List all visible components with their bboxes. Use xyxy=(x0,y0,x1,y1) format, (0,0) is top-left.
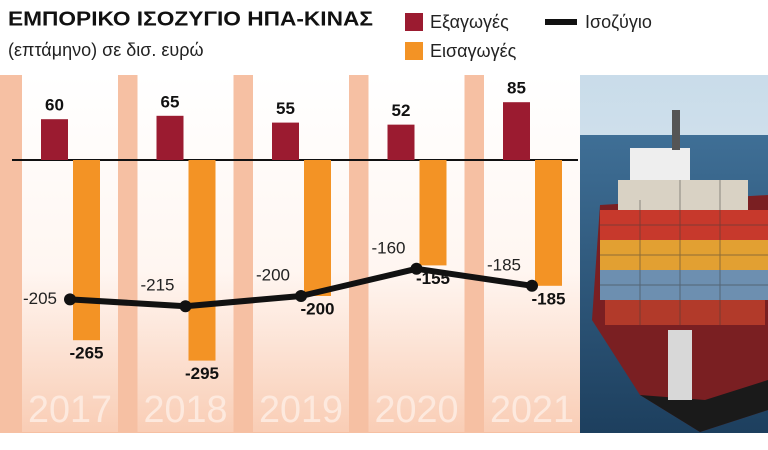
value-label: -205 xyxy=(23,289,57,308)
bar xyxy=(503,102,530,160)
value-label: -295 xyxy=(185,364,219,383)
bar xyxy=(419,160,447,266)
bar xyxy=(73,160,100,341)
chart-title: ΕΜΠΟΡΙΚΟ ΙΣΟΖΥΓΙΟ ΗΠΑ-ΚΙΝΑΣ xyxy=(8,8,373,30)
bar xyxy=(387,124,415,160)
legend-label: Εισαγωγές xyxy=(430,41,517,61)
year-panel xyxy=(137,75,234,432)
year-panel xyxy=(22,75,118,432)
x-tick-label: 2018 xyxy=(144,389,228,431)
value-label: -185 xyxy=(487,255,521,274)
balance-point xyxy=(64,293,76,306)
year-panel xyxy=(253,75,349,432)
value-label: 65 xyxy=(161,92,180,111)
year-panel xyxy=(368,75,465,432)
bar xyxy=(304,160,331,296)
x-tick-label: 2019 xyxy=(259,389,343,431)
balance-point xyxy=(526,279,538,292)
bar xyxy=(535,160,562,286)
value-label: -185 xyxy=(531,289,565,308)
x-tick-label: 2021 xyxy=(490,389,574,431)
value-label: -215 xyxy=(140,276,174,295)
legend-swatch xyxy=(405,42,423,60)
bar xyxy=(41,119,68,160)
balance-point xyxy=(179,300,192,313)
balance-point xyxy=(295,290,307,302)
value-label: 52 xyxy=(392,101,411,120)
value-label: 85 xyxy=(507,79,526,98)
chart-subtitle: (επτάμηνο) σε δισ. ευρώ xyxy=(8,40,204,60)
value-label: -200 xyxy=(256,265,290,284)
ship-photo xyxy=(580,75,768,433)
x-tick-label: 2017 xyxy=(28,389,112,431)
bar xyxy=(156,115,184,160)
legend-label: Ισοζύγιο xyxy=(585,12,652,32)
value-label: -265 xyxy=(69,344,103,363)
value-label: -160 xyxy=(371,238,405,257)
bar xyxy=(272,122,299,160)
year-panel xyxy=(484,75,580,432)
balance-point xyxy=(410,262,423,275)
value-label: -200 xyxy=(300,299,334,318)
legend-swatch xyxy=(405,13,423,31)
bar xyxy=(188,160,216,361)
legend-label: Εξαγωγές xyxy=(430,12,509,32)
x-tick-label: 2020 xyxy=(375,389,459,431)
value-label: 60 xyxy=(45,96,64,115)
value-label: 55 xyxy=(276,99,295,118)
